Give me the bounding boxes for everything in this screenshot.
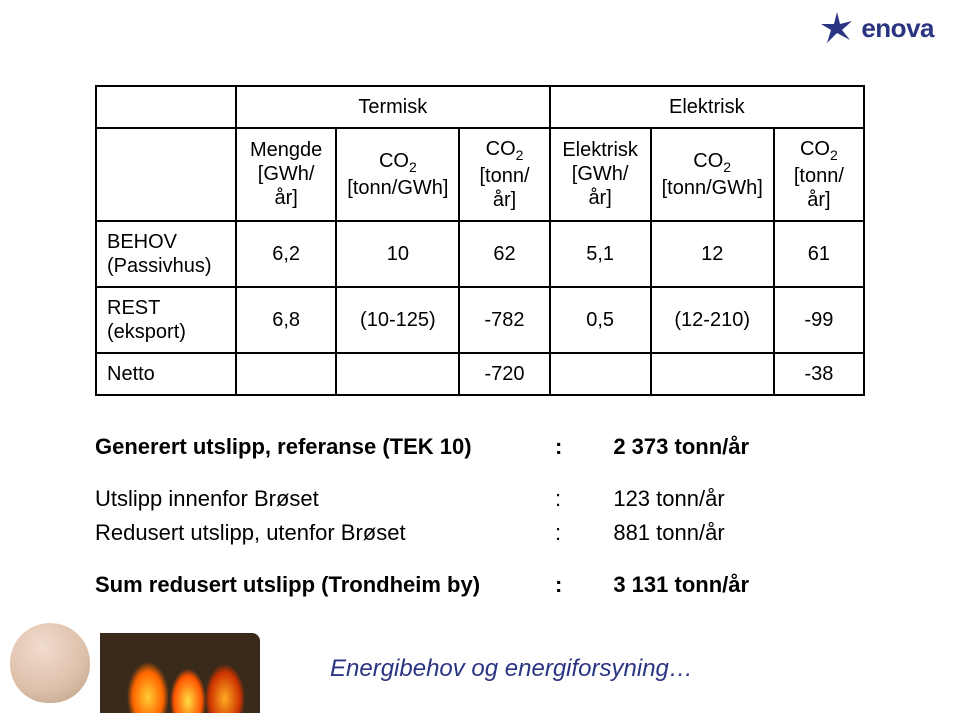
row-label: Netto xyxy=(96,353,236,395)
table-cell: (10-125) xyxy=(336,287,459,353)
table-row-netto: Netto -720 -38 xyxy=(96,353,864,395)
col-header: CO2 [tonn/år] xyxy=(459,128,549,221)
group-header-elektrisk: Elektrisk xyxy=(550,86,864,128)
summary-line: Redusert utslipp, utenfor Brøset: 881 to… xyxy=(95,516,749,550)
face-illustration-icon xyxy=(10,623,90,703)
summary-line: Generert utslipp, referanse (TEK 10): 2 … xyxy=(95,430,749,464)
table-cell: (12-210) xyxy=(651,287,774,353)
col-header: CO2 [tonn/GWh] xyxy=(336,128,459,221)
col-header: Elektrisk [GWh/år] xyxy=(550,128,651,221)
group-header-termisk: Termisk xyxy=(236,86,550,128)
table-cell: 61 xyxy=(774,221,864,287)
table-cell xyxy=(336,353,459,395)
summary-colon: : xyxy=(555,516,595,550)
table-cell xyxy=(236,353,336,395)
col-header: CO2 [tonn/GWh] xyxy=(651,128,774,221)
table-cell: 0,5 xyxy=(550,287,651,353)
table-cell xyxy=(651,353,774,395)
col-header: CO2 [tonn/år] xyxy=(774,128,864,221)
table-corner xyxy=(96,128,236,221)
table-cell: -99 xyxy=(774,287,864,353)
logo-star-icon xyxy=(819,10,855,46)
col-header: Mengde [GWh/år] xyxy=(236,128,336,221)
table-row: REST (eksport) 6,8 (10-125) -782 0,5 (12… xyxy=(96,287,864,353)
table-cell: 62 xyxy=(459,221,549,287)
row-label: REST (eksport) xyxy=(96,287,236,353)
summary-label: Sum redusert utslipp (Trondheim by) xyxy=(95,568,555,602)
summary-colon: : xyxy=(555,482,595,516)
row-label: BEHOV (Passivhus) xyxy=(96,221,236,287)
table-row: BEHOV (Passivhus) 6,2 10 62 5,1 12 61 xyxy=(96,221,864,287)
brand-logo: enova xyxy=(819,10,934,46)
footer-caption: Energibehov og energiforsyning… xyxy=(330,655,693,683)
flames-illustration-icon xyxy=(100,633,260,713)
summary-label: Utslipp innenfor Brøset xyxy=(95,482,555,516)
table-corner xyxy=(96,86,236,128)
brand-name: enova xyxy=(861,13,934,44)
summary-value: 3 131 tonn/år xyxy=(595,568,749,602)
table-cell: -782 xyxy=(459,287,549,353)
summary-value: 123 tonn/år xyxy=(595,482,725,516)
table-cell: 6,8 xyxy=(236,287,336,353)
emissions-table: Termisk Elektrisk Mengde [GWh/år] CO2 [t… xyxy=(95,85,865,396)
table-cell: -38 xyxy=(774,353,864,395)
summary-colon: : xyxy=(555,568,595,602)
summary-label: Generert utslipp, referanse (TEK 10) xyxy=(95,430,555,464)
table-cell: -720 xyxy=(459,353,549,395)
table-cell: 6,2 xyxy=(236,221,336,287)
summary-line: Sum redusert utslipp (Trondheim by): 3 1… xyxy=(95,568,749,602)
table-cell: 12 xyxy=(651,221,774,287)
footer: Energibehov og energiforsyning… xyxy=(0,618,959,713)
table-cell: 10 xyxy=(336,221,459,287)
table-cell xyxy=(550,353,651,395)
summary-label: Redusert utslipp, utenfor Brøset xyxy=(95,516,555,550)
summary-line: Utslipp innenfor Brøset: 123 tonn/år xyxy=(95,482,749,516)
table-cell: 5,1 xyxy=(550,221,651,287)
summary-colon: : xyxy=(555,430,595,464)
footer-image xyxy=(0,618,260,713)
summary-value: 881 tonn/år xyxy=(595,516,725,550)
summary-block: Generert utslipp, referanse (TEK 10): 2 … xyxy=(95,430,749,602)
summary-value: 2 373 tonn/år xyxy=(595,430,749,464)
table-header-row: Mengde [GWh/år] CO2 [tonn/GWh] CO2 [tonn… xyxy=(96,128,864,221)
